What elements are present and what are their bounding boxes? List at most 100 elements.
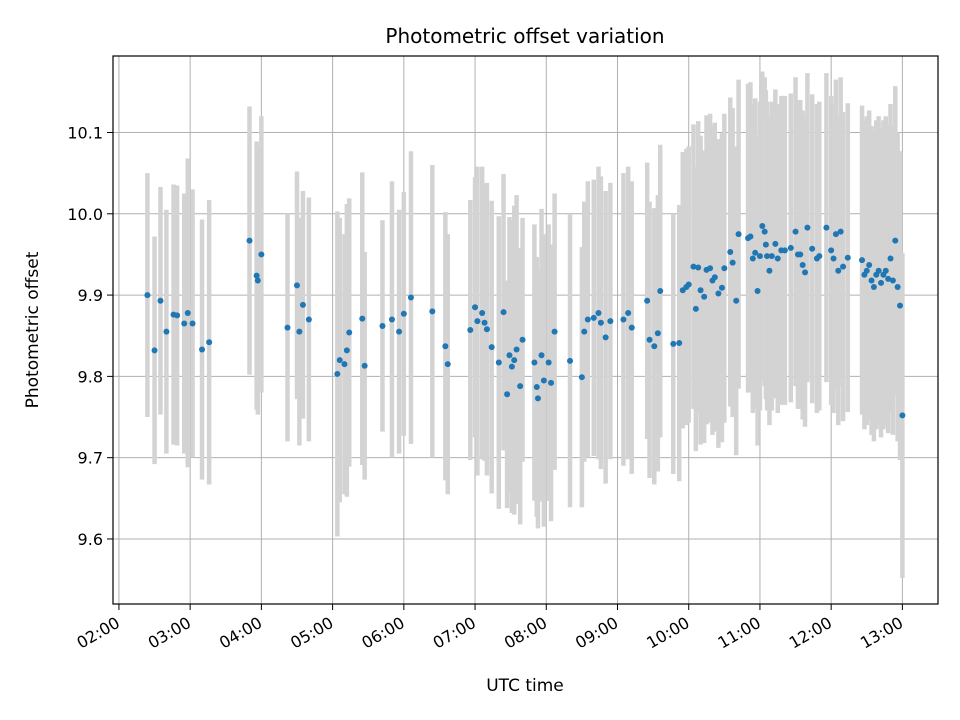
data-point xyxy=(718,284,725,291)
data-point xyxy=(897,302,904,309)
data-point xyxy=(174,312,181,319)
data-point xyxy=(711,274,718,281)
data-point xyxy=(495,359,502,366)
y-tick-label: 10.0 xyxy=(67,205,103,224)
data-point xyxy=(628,324,635,331)
data-point xyxy=(762,241,769,248)
data-point xyxy=(692,305,699,312)
data-point xyxy=(721,265,728,272)
data-point xyxy=(651,343,658,350)
data-point xyxy=(804,224,811,231)
data-point xyxy=(685,281,692,288)
data-point xyxy=(388,316,395,323)
data-point xyxy=(809,245,816,252)
data-point xyxy=(163,328,170,335)
data-point xyxy=(545,359,552,366)
data-point xyxy=(749,255,756,262)
data-point xyxy=(253,272,260,279)
y-axis-title: Photometric offset xyxy=(23,251,43,408)
data-point xyxy=(504,391,511,398)
data-point xyxy=(859,257,866,264)
data-point xyxy=(538,352,545,359)
data-point xyxy=(837,228,844,235)
data-point xyxy=(346,329,353,336)
data-point xyxy=(151,347,158,354)
data-point xyxy=(595,309,602,316)
data-point xyxy=(361,362,368,369)
x-tick-label: 04:00 xyxy=(216,613,265,653)
data-point xyxy=(768,253,775,260)
data-point xyxy=(733,297,740,304)
data-point xyxy=(863,267,870,274)
data-point xyxy=(727,248,734,255)
data-point xyxy=(506,352,513,359)
data-point xyxy=(875,267,882,274)
data-point xyxy=(581,328,588,335)
data-point xyxy=(747,233,754,240)
y-tick-label: 9.7 xyxy=(78,449,103,468)
data-point xyxy=(442,343,449,350)
data-point xyxy=(781,247,788,254)
data-point xyxy=(602,334,609,341)
data-point xyxy=(407,294,414,301)
data-point xyxy=(729,259,736,266)
data-point xyxy=(830,255,837,262)
data-point xyxy=(701,293,708,300)
x-tick-label: 10:00 xyxy=(643,613,692,653)
data-point xyxy=(181,320,188,327)
x-tick-label: 05:00 xyxy=(287,613,336,653)
data-point xyxy=(607,318,614,325)
x-tick-label: 11:00 xyxy=(715,613,764,653)
data-point xyxy=(206,339,213,346)
x-axis-ticks: 02:00 03:00 04:00 05:00 06:00 07:00 08:00 09:00… xyxy=(74,604,906,653)
data-point xyxy=(144,292,151,299)
data-point xyxy=(707,265,714,272)
plot-frame xyxy=(112,55,939,605)
data-point xyxy=(840,263,847,270)
data-point xyxy=(835,267,842,274)
data-point xyxy=(764,253,771,260)
data-point xyxy=(511,357,518,364)
data-point xyxy=(690,263,697,270)
data-point xyxy=(774,255,781,262)
data-point xyxy=(823,224,830,231)
data-point xyxy=(500,309,507,316)
data-point xyxy=(885,275,892,282)
data-point xyxy=(735,231,742,238)
x-tick-label: 12:00 xyxy=(786,613,835,653)
data-point xyxy=(761,228,768,235)
data-point xyxy=(620,316,627,323)
data-point xyxy=(488,344,495,351)
data-point xyxy=(519,336,526,343)
data-point xyxy=(305,316,312,323)
data-point xyxy=(246,237,253,244)
x-tick-label: 06:00 xyxy=(358,613,407,653)
data-point xyxy=(481,319,488,326)
data-point xyxy=(254,277,261,284)
data-point xyxy=(513,346,520,353)
data-point xyxy=(551,328,558,335)
data-point xyxy=(787,244,794,251)
data-point xyxy=(715,290,722,297)
data-point xyxy=(189,320,196,327)
data-point xyxy=(396,328,403,335)
data-point xyxy=(597,319,604,326)
data-point xyxy=(400,310,407,317)
data-point xyxy=(766,267,773,274)
data-point xyxy=(644,297,651,304)
data-point xyxy=(882,267,889,274)
data-point xyxy=(284,324,291,331)
data-point xyxy=(258,251,265,258)
data-point xyxy=(894,283,901,290)
data-point xyxy=(341,361,348,368)
data-point xyxy=(533,383,540,390)
y-tick-label: 9.9 xyxy=(78,286,103,305)
data-point xyxy=(199,346,206,353)
data-point xyxy=(474,318,481,325)
data-point xyxy=(828,247,835,254)
data-point xyxy=(334,370,341,377)
data-point xyxy=(429,308,436,315)
data-point xyxy=(759,222,766,229)
data-point xyxy=(756,253,763,260)
